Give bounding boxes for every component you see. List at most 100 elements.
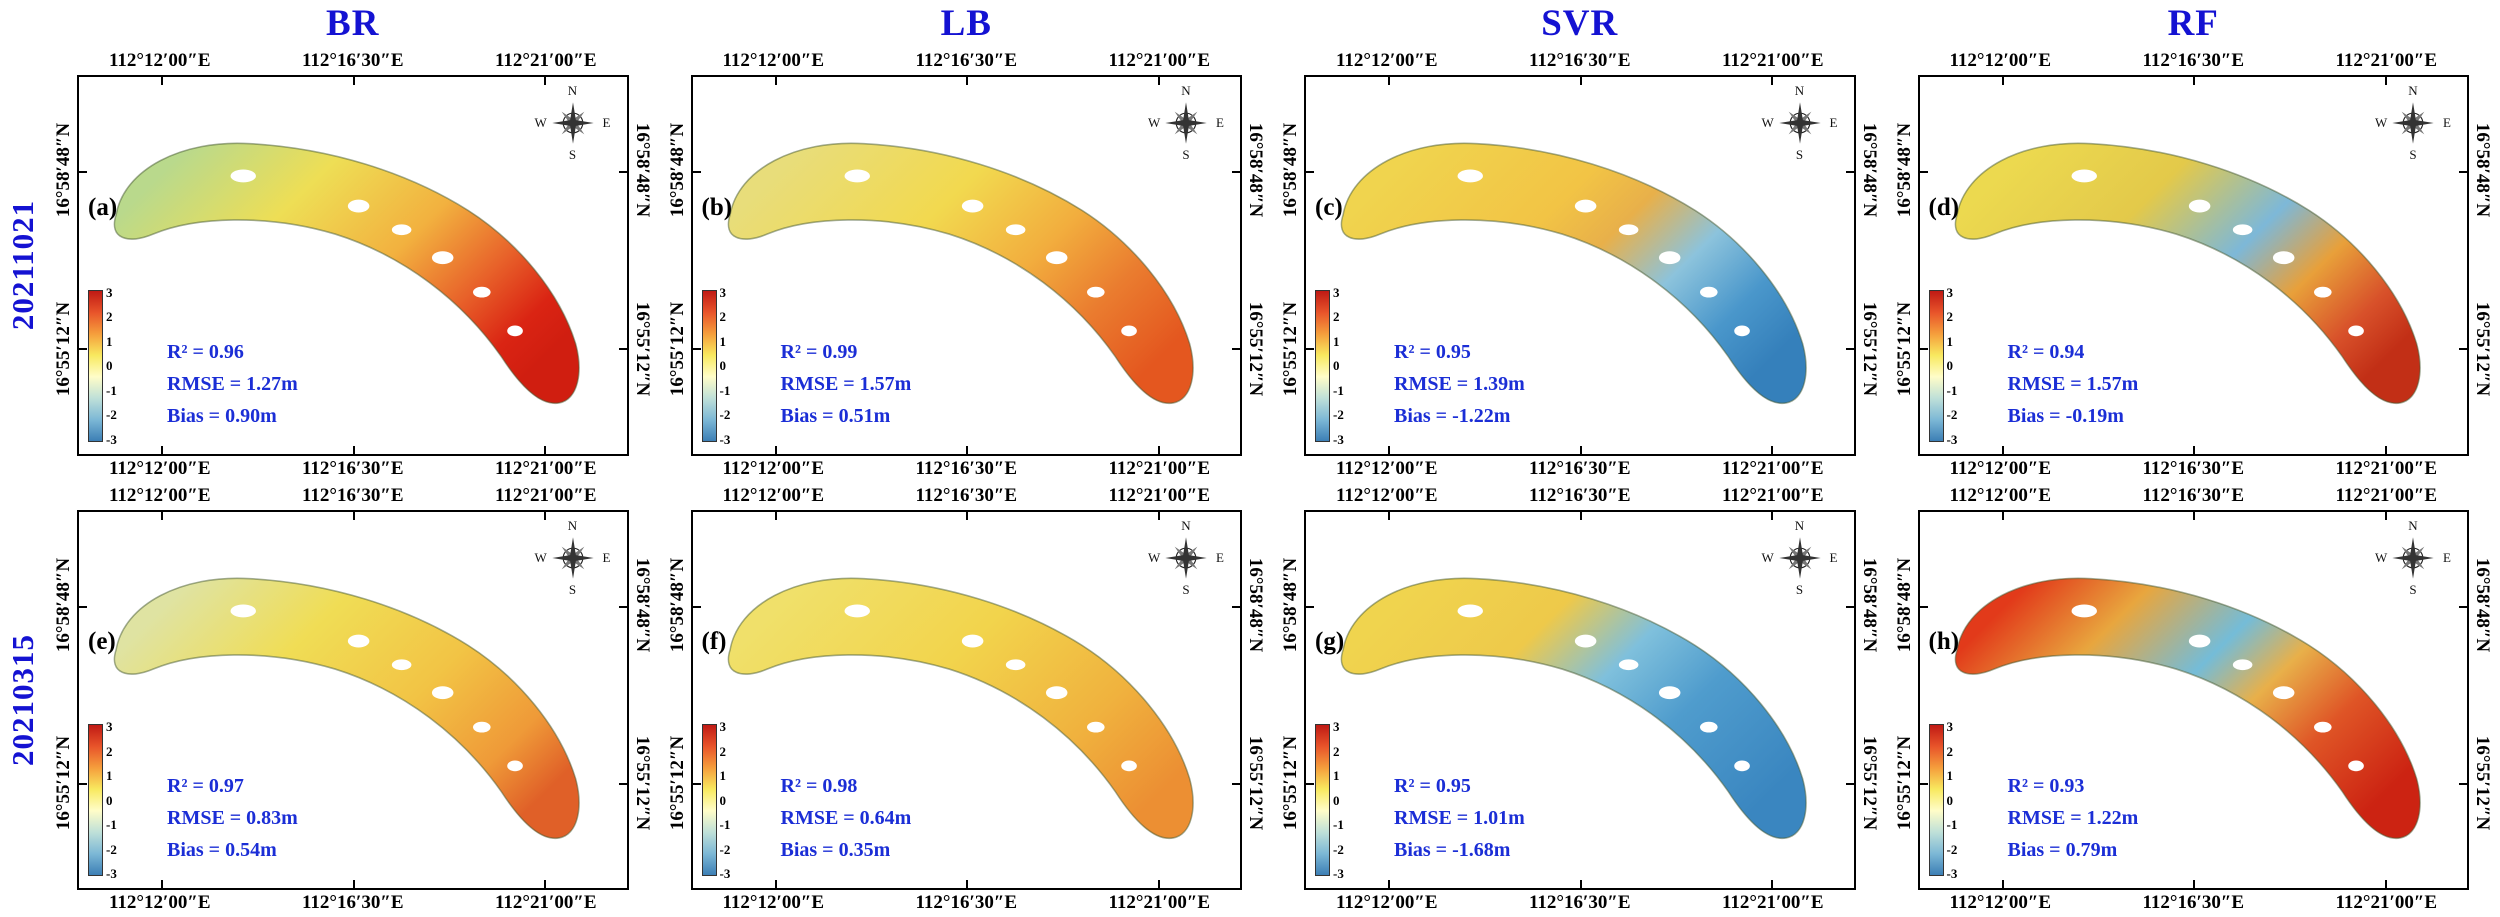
axis-tick	[79, 605, 87, 608]
lon-tick-label: 112°16′30″E	[915, 50, 1018, 71]
lat-tick-label: 16°55′12″N	[1245, 736, 1266, 831]
lat-tick-label: 16°55′12″N	[1280, 301, 1301, 397]
colorbar-tick-label: 3	[1333, 284, 1340, 300]
axis-tick	[1306, 171, 1314, 174]
stat-bias: Bias = -0.19m	[2007, 404, 2124, 427]
lon-axis-bottom: 112°12′00″E 112°16′30″E 112°21′00″E	[691, 890, 1243, 917]
lat-tick-label: 16°55′12″N	[666, 301, 688, 397]
colorbar-tick-label: 2	[1333, 309, 1340, 324]
map-panel: 112°12′00″E 112°16′30″E 112°21′00″E 16°5…	[1887, 48, 2500, 483]
axis-tick	[352, 77, 355, 85]
colorbar-tick-label: 3	[719, 284, 727, 300]
lat-tick-label: 16°58′48″N	[1245, 557, 1266, 652]
colorbar-tick-label: 3	[719, 719, 727, 734]
axis-tick	[1845, 782, 1854, 785]
colorbar-tick-label: -2	[719, 841, 731, 857]
axis-tick	[1845, 348, 1854, 351]
lagoon-holes	[2071, 169, 2364, 337]
lon-tick-label: 112°16′30″E	[915, 457, 1018, 479]
lat-tick-label: 16°58′48″N	[1893, 123, 1915, 218]
compass-star-icon	[1165, 536, 1207, 579]
lat-tick-label: 16°58′48″N	[53, 557, 74, 652]
reef-map-image	[1954, 142, 2421, 405]
colorbar-tick-label: 2	[1333, 743, 1340, 759]
axis-tick	[692, 782, 701, 785]
stat-bias: Bias = 0.54m	[167, 839, 277, 861]
colorbar-ticks: 3 2 1 0 -1 -2 -3	[1333, 286, 1344, 446]
lon-tick-label: 112°21′00″E	[494, 892, 597, 913]
colorbar-ticks: 3 2 1 0 -1 -2 -3	[1947, 286, 1958, 446]
map-canvas: (d) N W E S	[1917, 75, 2469, 456]
colorbar-tick-label: -1	[106, 382, 117, 398]
axis-tick	[774, 445, 777, 454]
map-canvas: (c) N W E S	[1304, 75, 1856, 456]
lat-axis-left: 16°58′48″N 16°55′12″N	[51, 75, 77, 456]
compass-rose: N W E S	[535, 83, 611, 162]
colorbar-gradient	[701, 289, 717, 442]
colorbar-tick-label: -1	[1946, 817, 1958, 832]
compass-rose: N W E S	[1148, 83, 1224, 162]
colorbar-gradient	[1928, 289, 1944, 442]
map-canvas: (f) N W E S	[690, 509, 1242, 890]
lon-tick-label: 112°21′00″E	[494, 484, 597, 506]
axis-tick	[544, 77, 547, 85]
axis-tick	[1157, 511, 1160, 520]
compass-star-icon	[551, 102, 594, 144]
axis-tick	[1157, 880, 1160, 888]
colorbar-gradient	[1315, 289, 1330, 442]
lat-tick-label: 16°58′48″N	[631, 123, 653, 218]
lagoon-holes	[844, 169, 1137, 337]
compass-star-icon	[2392, 536, 2434, 579]
lon-tick-label: 112°12′00″E	[108, 484, 211, 506]
colorbar-gradient	[88, 724, 103, 876]
stat-rmse: RMSE = 1.39m	[1394, 372, 1525, 395]
lat-tick-label: 16°58′48″N	[666, 123, 688, 218]
lon-axis-top: 112°12′00″E 112°16′30″E 112°21′00″E	[1304, 48, 1856, 75]
axis-tick	[1579, 511, 1582, 520]
lon-tick-label: 112°16′30″E	[1528, 892, 1631, 913]
compass-rose: N W E S	[1148, 518, 1224, 597]
lon-axis-bottom: 112°12′00″E 112°16′30″E 112°21′00″E	[1918, 456, 2470, 483]
colorbar: 3 2 1 0 -1 -2 -3	[701, 720, 731, 880]
axis-tick	[1579, 880, 1582, 888]
axis-tick	[79, 348, 87, 351]
compass-south-label: S	[1182, 147, 1190, 162]
axis-tick	[161, 77, 164, 85]
map-panel: 112°12′00″E 112°16′30″E 112°21′00″E 16°5…	[1273, 483, 1887, 917]
colorbar-tick-label: 1	[1946, 768, 1954, 783]
compass-west-label: W	[2375, 115, 2388, 130]
axis-tick	[1771, 880, 1774, 888]
lat-axis-left: 16°58′48″N 16°55′12″N	[1892, 75, 1918, 456]
stat-rmse: RMSE = 1.27m	[167, 372, 298, 395]
map-panel: 112°12′00″E 112°16′30″E 112°21′00″E 16°5…	[46, 48, 660, 483]
colorbar-ticks: 3 2 1 0 -1 -2 -3	[106, 286, 117, 446]
column-title-lb: LB	[940, 3, 992, 44]
colorbar-tick-label: 2	[719, 743, 727, 759]
compass-east-label: E	[1216, 549, 1224, 565]
reef-shape	[727, 142, 1194, 405]
axis-tick	[692, 605, 701, 608]
axis-tick	[2001, 445, 2004, 454]
panel-letter: (h)	[1928, 628, 1960, 656]
map-canvas: (b) N W E S	[690, 75, 1242, 456]
map-panel: 112°12′00″E 112°16′30″E 112°21′00″E 16°5…	[1887, 483, 2500, 917]
compass-south-label: S	[2409, 147, 2417, 162]
lat-tick-label: 16°55′12″N	[2472, 301, 2493, 397]
axis-tick	[2001, 77, 2004, 85]
lagoon-holes	[230, 169, 523, 337]
colorbar-tick-label: 3	[106, 284, 113, 300]
stat-bias: Bias = -1.22m	[1394, 404, 1511, 427]
map-panel: 112°12′00″E 112°16′30″E 112°21′00″E 16°5…	[660, 483, 1274, 917]
lat-axis-right: 16°58′48″N 16°55′12″N	[629, 510, 655, 891]
lon-axis-top: 112°12′00″E 112°16′30″E 112°21′00″E	[77, 483, 629, 510]
map-canvas: (a) N W E S	[77, 75, 629, 456]
lat-tick-label: 16°58′48″N	[1245, 123, 1266, 218]
axis-tick	[1388, 880, 1391, 888]
lat-axis-right: 16°58′48″N 16°55′12″N	[1242, 75, 1268, 456]
lon-tick-label: 112°21′00″E	[1721, 484, 1824, 506]
lat-tick-label: 16°58′48″N	[1858, 557, 1880, 652]
stat-rmse: RMSE = 0.64m	[780, 807, 912, 829]
lon-tick-label: 112°12′00″E	[1335, 50, 1438, 71]
stat-r2: R² = 0.93	[2007, 775, 2085, 797]
